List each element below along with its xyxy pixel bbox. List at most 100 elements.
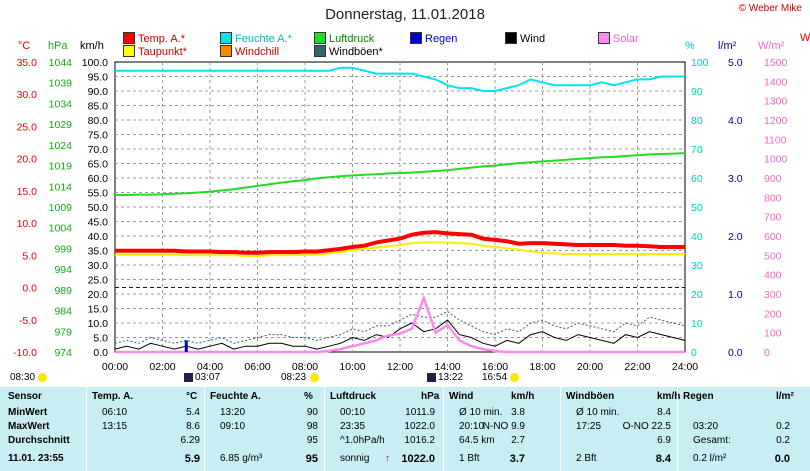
sun-moon-bar: 08:30 03:07 08:23 13:22 16:54 [0,371,810,385]
rain-tick-label: 1.0 [728,289,743,301]
stats-col-header: Regen [683,391,714,402]
stats-cell-sub: ^1.0hPa/h [340,435,385,446]
stats-cell-value: 6.9 [657,435,671,446]
stats-col-unit: % [304,391,313,402]
stats-cell-sub: 13:15 [102,421,128,432]
x-tick-label: 14:00 [434,361,460,373]
stats-col-header: Temp. A. [92,391,134,402]
solar-tick-label: 700 [764,212,782,224]
x-tick-label: 08:00 [292,361,318,373]
wind-tick-label: 30.0 [88,260,109,272]
stats-cell-sub: Ø 10 min. [576,407,620,418]
stats-col-unit: °C [186,391,198,402]
legend-swatch [220,45,232,57]
rain-bar [184,340,188,352]
wind-unit: km/h [80,40,104,52]
stats-col-unit: hPa [421,391,440,402]
legend-item: Windchill [220,45,279,58]
wind-tick-label: 0.0 [93,347,108,359]
temp-tick-label: -5.0 [19,315,37,327]
x-tick-label: 02:00 [149,361,175,373]
stats-cell-sub: 1 Bft [459,453,480,464]
x-tick-label: 04:00 [197,361,223,373]
stats-col-header: Luftdruck [330,391,377,402]
noon-time: 08:23 [281,372,307,383]
solar-tick-label: 0 [764,347,770,359]
stats-cell-value: 1022.0 [401,453,435,465]
legend-swatch [123,32,135,44]
stats-cell-value: 95 [305,453,318,465]
pressure-tick-label: 1024 [49,140,73,152]
stats-separator [560,387,561,471]
stats-col-unit: l/m² [776,391,794,402]
pressure-tick-label: 984 [54,306,72,318]
solar-tick-label: 500 [764,250,782,262]
x-tick-label: 06:00 [244,361,270,373]
legend-label: Luftdruck [329,33,375,45]
wind-tick-label: 25.0 [88,275,109,287]
wind-tick-label: 75.0 [88,130,109,142]
sunrise-time: 08:30 [10,372,36,383]
series-line-wind [114,319,686,350]
stats-row-label: Durchschnitt [8,435,70,446]
legend-swatch [220,32,232,44]
legend-item: Regen [410,32,457,45]
x-tick-label: 24:00 [672,361,698,373]
x-tick-label: 22:00 [624,361,650,373]
stats-cell-sub: 13:20 [220,407,246,418]
stats-row-label: Sensor [8,391,42,402]
pressure-tick-label: 1019 [49,161,73,173]
wind-tick-label: 35.0 [88,246,109,258]
legend-label: Temp. A.* [138,33,186,45]
stats-col-header: Feuchte A. [210,391,261,402]
stats-cell-sub: 20:10 [459,421,485,432]
stats-cell-sub: Ø 10 min. [459,407,503,418]
legend-swatch [410,32,422,44]
wind-tick-label: 80.0 [88,115,109,127]
temp-tick-label: 5.0 [22,250,37,262]
series-line-tempa [115,230,685,255]
stats-cell-sub: 23:35 [340,421,366,432]
stats-cell-sub: 0.2 l/m² [693,453,727,464]
sunset-time: 16:54 [482,372,508,383]
wind-tick-label: 70.0 [88,144,109,156]
wind-tick-label: 45.0 [88,217,109,229]
stats-cell-value: 5.4 [186,407,200,418]
legend-item: Luftdruck [314,32,374,45]
copyright-label[interactable]: © Weber Mike [738,3,802,14]
stats-cell-value: O-NO 22.5 [622,421,671,432]
stats-cell-value: 0.0 [774,453,790,465]
pressure-tick-label: 974 [54,347,72,359]
stats-cell-value: 8.4 [657,407,671,418]
legend-label: Regen [425,33,458,45]
series-line-windben [114,310,686,344]
solar-tick-label: 900 [764,173,782,185]
wind-tick-label: 100.0 [82,57,108,69]
weather-chart: 00:00 02:00 04:00 06:00 08:00 10:00 12:00 14:00… [13,57,787,373]
pressure-tick-label: 989 [54,285,72,297]
temp-tick-label: -10.0 [13,347,37,359]
pressure-tick-label: 1034 [49,98,73,110]
wind-tick-label: 95.0 [88,72,109,84]
series-line-solar [115,294,685,354]
moonset-time: 13:22 [438,372,464,383]
wind-tick-label: 85.0 [88,101,109,113]
legend-item: Taupunkt* [123,45,187,58]
wind-tick-label: 65.0 [88,159,109,171]
stats-col-unit: km/h [657,391,681,402]
stats-cell-value: 1022.0 [404,421,435,432]
rain-tick-label: 5.0 [728,57,743,69]
wind-tick-label: 50.0 [88,202,109,214]
humidity-unit: % [685,40,695,52]
series-line-luftdruck [115,152,686,196]
series-line-feuchtea [115,66,685,92]
temp-tick-label: 15.0 [17,186,38,198]
temp-tick-label: 10.0 [17,218,38,230]
stats-cell-value: 8.6 [186,421,200,432]
humidity-tick-label: 90 [691,86,703,98]
solar-tick-label: 300 [764,289,782,301]
legend-label: Taupunkt* [138,46,187,58]
legend-item: Feuchte A.* [220,32,292,45]
humidity-tick-label: 50 [691,202,703,214]
stats-cell-value: 98 [306,421,318,432]
